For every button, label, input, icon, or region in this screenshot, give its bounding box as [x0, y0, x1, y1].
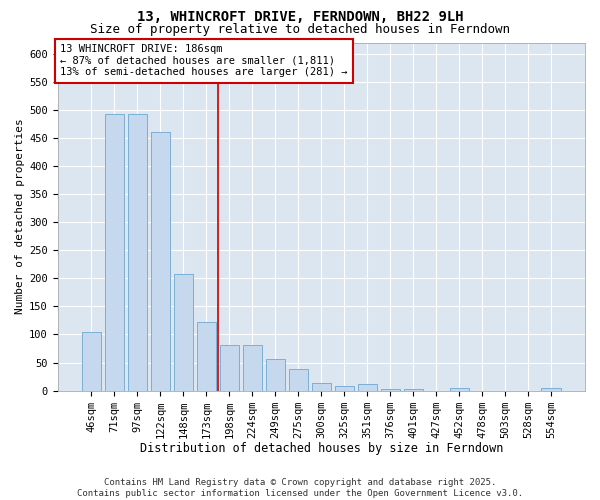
Bar	[266, 358, 285, 390]
Bar	[289, 370, 308, 390]
Text: Size of property relative to detached houses in Ferndown: Size of property relative to detached ho…	[90, 22, 510, 36]
X-axis label: Distribution of detached houses by size in Ferndown: Distribution of detached houses by size …	[140, 442, 503, 455]
Text: 13, WHINCROFT DRIVE, FERNDOWN, BH22 9LH: 13, WHINCROFT DRIVE, FERNDOWN, BH22 9LH	[137, 10, 463, 24]
Bar	[541, 388, 561, 390]
Text: 13 WHINCROFT DRIVE: 186sqm
← 87% of detached houses are smaller (1,811)
13% of s: 13 WHINCROFT DRIVE: 186sqm ← 87% of deta…	[60, 44, 348, 78]
Bar	[311, 384, 331, 390]
Bar	[173, 274, 193, 390]
Bar	[197, 322, 216, 390]
Y-axis label: Number of detached properties: Number of detached properties	[15, 118, 25, 314]
Bar	[151, 132, 170, 390]
Bar	[104, 114, 124, 390]
Bar	[358, 384, 377, 390]
Bar	[335, 386, 354, 390]
Bar	[128, 114, 147, 390]
Bar	[242, 344, 262, 391]
Bar	[449, 388, 469, 390]
Bar	[380, 389, 400, 390]
Bar	[220, 344, 239, 391]
Bar	[82, 332, 101, 390]
Text: Contains HM Land Registry data © Crown copyright and database right 2025.
Contai: Contains HM Land Registry data © Crown c…	[77, 478, 523, 498]
